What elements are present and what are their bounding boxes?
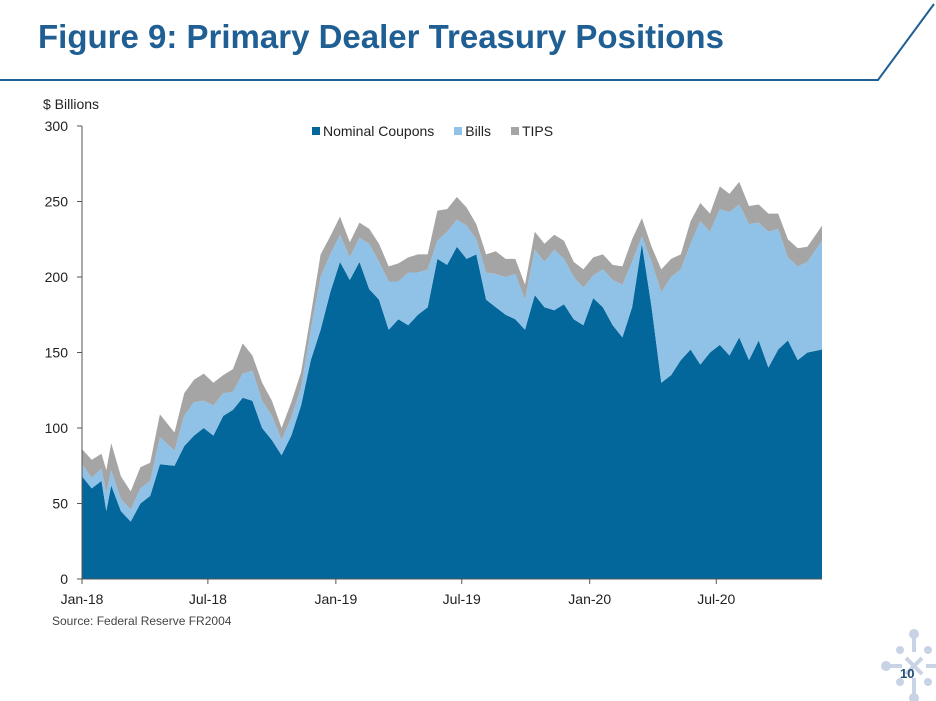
legend-item-bills: Bills (454, 123, 491, 139)
y-axis-label: $ Billions (43, 96, 99, 112)
source-note: Source: Federal Reserve FR2004 (52, 614, 232, 628)
area-bills (82, 204, 822, 522)
x-tick-label: Jan-20 (568, 591, 611, 607)
x-tick-label: Jul-20 (697, 591, 735, 607)
legend-swatch (510, 127, 519, 135)
x-tick-label: Jul-19 (443, 591, 481, 607)
legend-item-nominal-coupons: Nominal Coupons (312, 123, 434, 139)
chart-legend: Nominal Coupons Bills TIPS (312, 123, 573, 139)
page-number: 10 (900, 666, 915, 681)
y-tick-label: 200 (45, 269, 69, 285)
slide-title: Figure 9: Primary Dealer Treasury Positi… (38, 18, 724, 55)
area-series-group (82, 181, 822, 580)
title-underline (0, 3, 935, 81)
axes-group: 0 50 100 150 200 250 300 Jan-18 Jul-18 Jan-19 Jul-… (45, 118, 822, 607)
emblem-logo-icon (881, 629, 936, 701)
y-tick-label: 50 (52, 496, 68, 512)
x-tick-label: Jul-18 (189, 591, 227, 607)
y-tick-label: 150 (45, 345, 69, 361)
area-tips (82, 181, 822, 510)
y-tick-label: 250 (45, 194, 69, 210)
y-tick-label: 0 (60, 571, 68, 587)
y-tick-label: 300 (45, 118, 69, 134)
x-tick-label: Jan-19 (314, 591, 357, 607)
legend-label: TIPS (521, 123, 554, 139)
legend-item-tips: TIPS (510, 123, 554, 139)
stacked-area-chart: 0 50 100 150 200 250 300 Jan-18 Jul-18 Jan-19 Jul-… (43, 96, 822, 607)
legend-label: Bills (465, 123, 491, 139)
area-nominal-coupons (82, 243, 822, 580)
legend-label: Nominal Coupons (323, 123, 435, 139)
y-tick-label: 100 (45, 420, 69, 436)
legend-swatch (454, 127, 463, 135)
legend-swatch (312, 127, 320, 135)
x-tick-label: Jan-18 (61, 591, 104, 607)
